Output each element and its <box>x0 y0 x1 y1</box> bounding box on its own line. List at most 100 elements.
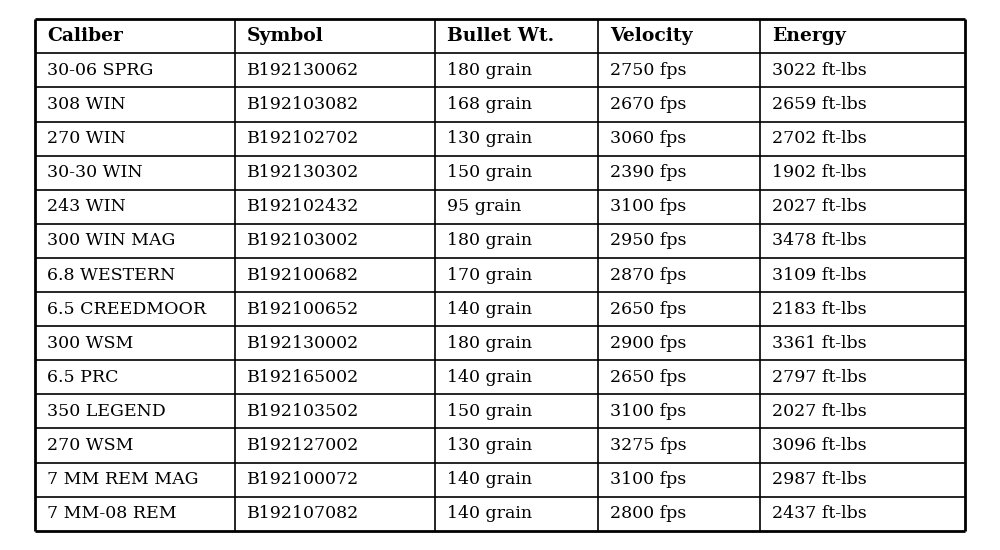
Text: 2870 fps: 2870 fps <box>610 267 686 283</box>
Text: 2027 ft-lbs: 2027 ft-lbs <box>772 199 867 215</box>
Bar <box>35 87 235 122</box>
Text: 180 grain: 180 grain <box>447 62 532 79</box>
Text: 170 grain: 170 grain <box>447 267 532 283</box>
Bar <box>598 87 760 122</box>
Text: 2797 ft-lbs: 2797 ft-lbs <box>772 369 867 386</box>
Text: 2650 fps: 2650 fps <box>610 369 686 386</box>
Text: Symbol: Symbol <box>247 28 324 45</box>
Bar <box>760 87 965 122</box>
Bar <box>435 292 598 326</box>
Text: 7 MM-08 REM: 7 MM-08 REM <box>47 505 177 522</box>
Bar <box>760 360 965 394</box>
Text: 2900 fps: 2900 fps <box>610 335 686 351</box>
Text: 2027 ft-lbs: 2027 ft-lbs <box>772 403 867 420</box>
Text: 180 grain: 180 grain <box>447 233 532 249</box>
Text: 180 grain: 180 grain <box>447 335 532 351</box>
Text: B192102432: B192102432 <box>247 199 359 215</box>
Bar <box>435 19 598 53</box>
Bar <box>435 87 598 122</box>
Text: 168 grain: 168 grain <box>447 96 532 113</box>
Bar <box>235 190 435 224</box>
Text: 130 grain: 130 grain <box>447 130 532 147</box>
Text: 2437 ft-lbs: 2437 ft-lbs <box>772 505 867 522</box>
Bar <box>435 53 598 87</box>
Bar <box>760 497 965 531</box>
Bar <box>235 87 435 122</box>
Bar <box>235 326 435 360</box>
Bar <box>35 292 235 326</box>
Bar <box>435 156 598 190</box>
Text: 1902 ft-lbs: 1902 ft-lbs <box>772 164 867 181</box>
Text: Energy: Energy <box>772 28 846 45</box>
Text: B192103082: B192103082 <box>247 96 359 113</box>
Bar <box>435 258 598 292</box>
Bar <box>598 326 760 360</box>
Bar <box>598 19 760 53</box>
Text: B192127002: B192127002 <box>247 437 359 454</box>
Text: 140 grain: 140 grain <box>447 505 532 522</box>
Text: 3275 fps: 3275 fps <box>610 437 686 454</box>
Bar <box>35 258 235 292</box>
Bar <box>35 497 235 531</box>
Text: B192165002: B192165002 <box>247 369 359 386</box>
Bar <box>598 394 760 428</box>
Text: 2750 fps: 2750 fps <box>610 62 686 79</box>
Text: 150 grain: 150 grain <box>447 403 532 420</box>
Bar <box>760 224 965 258</box>
Text: 3060 fps: 3060 fps <box>610 130 686 147</box>
Text: 308 WIN: 308 WIN <box>47 96 126 113</box>
Text: 2987 ft-lbs: 2987 ft-lbs <box>772 471 867 488</box>
Text: 6.5 PRC: 6.5 PRC <box>47 369 119 386</box>
Bar <box>435 360 598 394</box>
Bar <box>435 394 598 428</box>
Bar <box>235 463 435 497</box>
Text: 2950 fps: 2950 fps <box>610 233 686 249</box>
Text: 2183 ft-lbs: 2183 ft-lbs <box>772 301 867 317</box>
Bar <box>435 326 598 360</box>
Bar <box>760 258 965 292</box>
Text: B192130302: B192130302 <box>247 164 359 181</box>
Text: Bullet Wt.: Bullet Wt. <box>447 28 554 45</box>
Bar <box>235 53 435 87</box>
Bar <box>598 360 760 394</box>
Bar <box>235 19 435 53</box>
Bar <box>235 360 435 394</box>
Bar <box>235 428 435 463</box>
Bar <box>235 224 435 258</box>
Bar <box>598 258 760 292</box>
Text: 300 WIN MAG: 300 WIN MAG <box>47 233 175 249</box>
Text: 140 grain: 140 grain <box>447 369 532 386</box>
Text: Caliber: Caliber <box>47 28 123 45</box>
Text: 2670 fps: 2670 fps <box>610 96 686 113</box>
Bar <box>435 463 598 497</box>
Bar <box>35 360 235 394</box>
Bar <box>235 292 435 326</box>
Bar <box>435 428 598 463</box>
Bar <box>35 19 235 53</box>
Text: B192130002: B192130002 <box>247 335 359 351</box>
Bar <box>598 122 760 156</box>
Bar <box>760 463 965 497</box>
Bar <box>598 190 760 224</box>
Text: B192107082: B192107082 <box>247 505 359 522</box>
Text: B192102702: B192102702 <box>247 130 359 147</box>
Bar <box>760 53 965 87</box>
Text: 3096 ft-lbs: 3096 ft-lbs <box>772 437 867 454</box>
Bar <box>35 224 235 258</box>
Bar <box>760 122 965 156</box>
Text: 140 grain: 140 grain <box>447 301 532 317</box>
Text: B192100072: B192100072 <box>247 471 359 488</box>
Bar <box>35 428 235 463</box>
Text: 150 grain: 150 grain <box>447 164 532 181</box>
Bar <box>760 156 965 190</box>
Bar <box>760 292 965 326</box>
Text: 30-06 SPRG: 30-06 SPRG <box>47 62 153 79</box>
Bar <box>235 258 435 292</box>
Bar <box>35 156 235 190</box>
Text: 300 WSM: 300 WSM <box>47 335 133 351</box>
Bar <box>598 224 760 258</box>
Text: 2650 fps: 2650 fps <box>610 301 686 317</box>
Text: 3022 ft-lbs: 3022 ft-lbs <box>772 62 867 79</box>
Bar <box>35 53 235 87</box>
Text: 3109 ft-lbs: 3109 ft-lbs <box>772 267 867 283</box>
